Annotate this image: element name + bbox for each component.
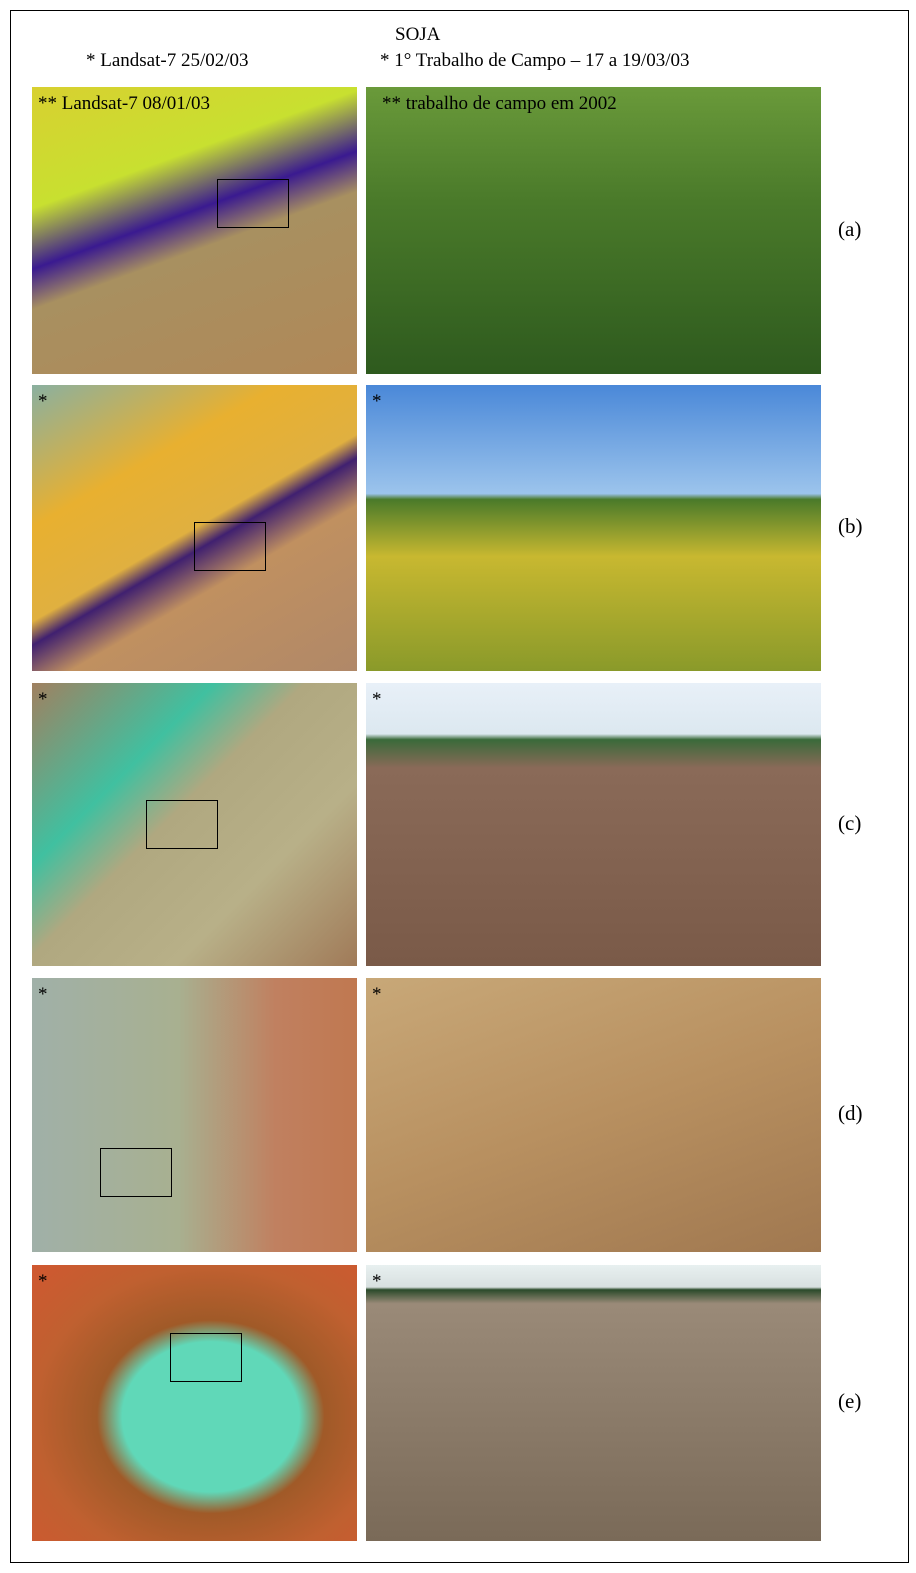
satellite-image: * [32, 683, 357, 966]
sample-box [217, 179, 289, 228]
sample-box [170, 1333, 242, 1382]
satellite-note: * [38, 689, 48, 711]
row-label: (d) [838, 1101, 863, 1126]
photo-note: ** trabalho de campo em 2002 [382, 93, 617, 115]
photo-note: * [372, 984, 382, 1006]
satellite-note: ** Landsat-7 08/01/03 [38, 93, 210, 115]
row-label: (c) [838, 811, 861, 836]
field-photo: * [366, 683, 821, 966]
satellite-image: * [32, 978, 357, 1252]
satellite-image: ** Landsat-7 08/01/03 [32, 87, 357, 374]
sample-box [146, 800, 218, 849]
row-label: (b) [838, 514, 863, 539]
right-caption: * 1° Trabalho de Campo – 17 a 19/03/03 [380, 50, 689, 72]
page: SOJA * Landsat-7 25/02/03 * 1° Trabalho … [0, 0, 916, 1573]
satellite-note: * [38, 1271, 48, 1293]
photo-note: * [372, 689, 382, 711]
field-photo: ** trabalho de campo em 2002 [366, 87, 821, 374]
satellite-note: * [38, 984, 48, 1006]
row-label: (a) [838, 217, 861, 242]
satellite-image: * [32, 385, 357, 671]
satellite-note: * [38, 391, 48, 413]
field-photo: * [366, 978, 821, 1252]
field-photo: * [366, 1265, 821, 1541]
sample-box [100, 1148, 172, 1197]
field-photo: * [366, 385, 821, 671]
photo-note: * [372, 391, 382, 413]
sample-box [194, 522, 266, 571]
figure-title: SOJA [395, 24, 440, 46]
photo-note: * [372, 1271, 382, 1293]
satellite-image: * [32, 1265, 357, 1541]
left-caption: * Landsat-7 25/02/03 [86, 50, 249, 72]
row-label: (e) [838, 1389, 861, 1414]
